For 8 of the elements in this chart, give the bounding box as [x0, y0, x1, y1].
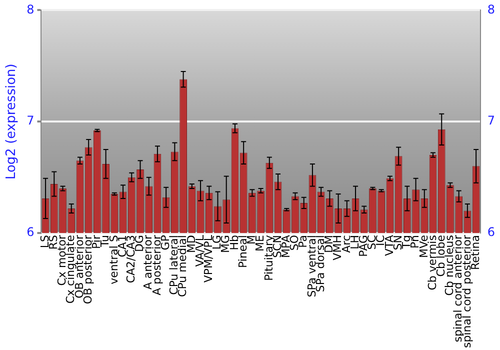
y-axis-title: Log2 (expression) — [4, 64, 20, 180]
y2-tick-label: 7 — [487, 114, 496, 128]
y2-tick-label: 8 — [487, 2, 496, 16]
y-tick-label: 7 — [26, 114, 34, 128]
y-tick-label: 8 — [26, 2, 34, 16]
y-tick-label: 6 — [26, 225, 34, 240]
y2-tick-label: 6 — [487, 225, 496, 240]
x-tick-label: Pituitary — [262, 234, 276, 281]
